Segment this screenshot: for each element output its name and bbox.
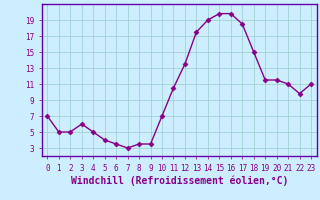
X-axis label: Windchill (Refroidissement éolien,°C): Windchill (Refroidissement éolien,°C)	[70, 175, 288, 186]
